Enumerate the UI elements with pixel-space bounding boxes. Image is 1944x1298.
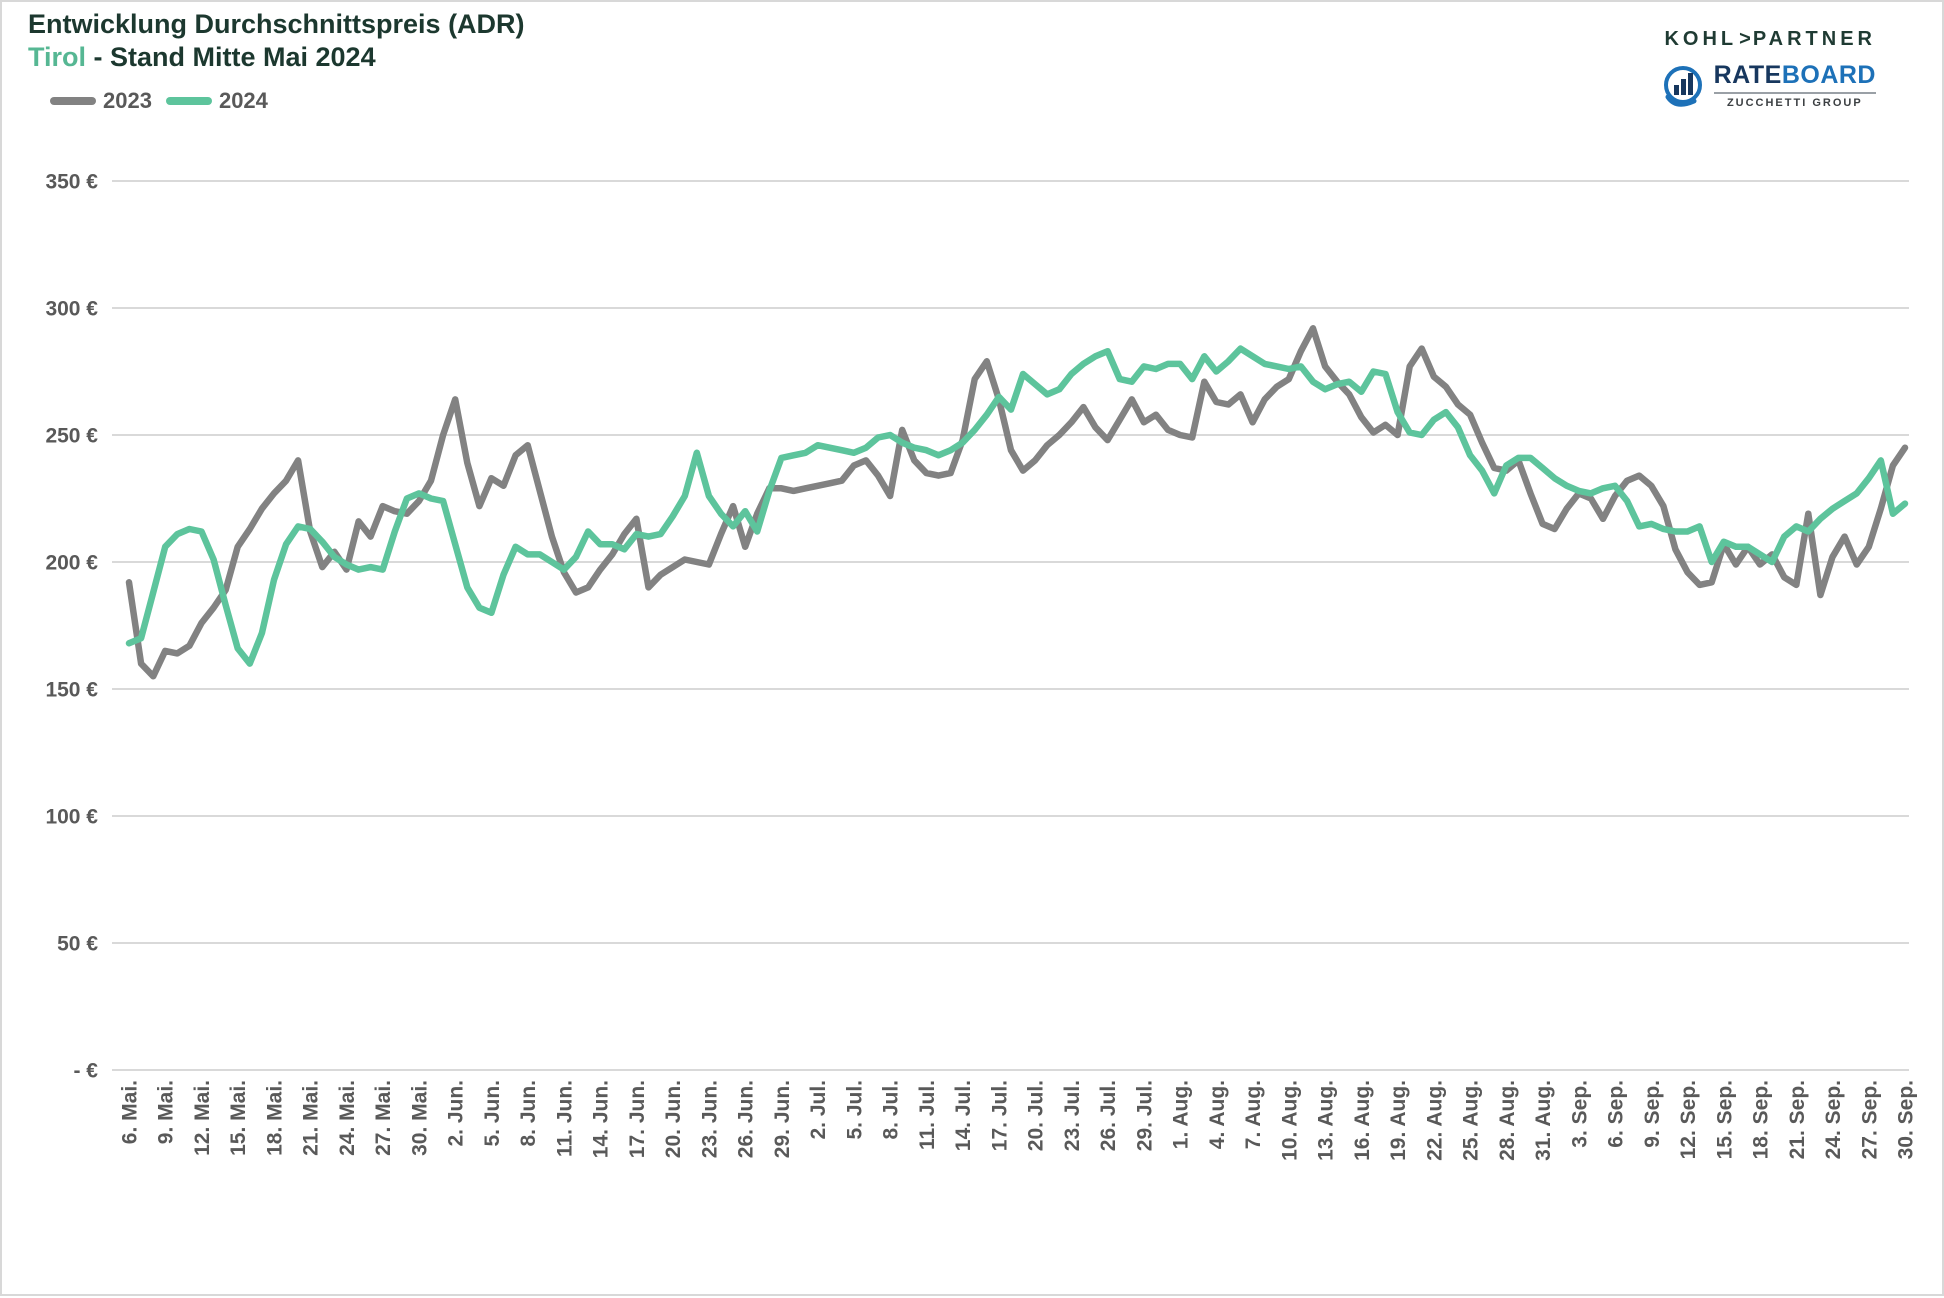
branding-block: KOHL > PARTNER RATEBOARD ZUCCHETTI GROUP xyxy=(1658,28,1876,111)
x-axis-label: 30. Mai. xyxy=(408,1080,431,1156)
series-line-2023 xyxy=(125,325,1909,680)
chart-legend: 2023 2024 xyxy=(50,88,268,114)
x-axis-label: 27. Sep. xyxy=(1858,1080,1881,1159)
x-axis-label: 18. Sep. xyxy=(1750,1080,1773,1159)
kohl-partner-logo: KOHL > PARTNER xyxy=(1658,28,1876,51)
x-axis-label: 13. Aug. xyxy=(1315,1080,1338,1161)
y-axis-label: 350 € xyxy=(45,171,98,194)
y-axis-label: 250 € xyxy=(45,425,98,448)
region-label: Tirol xyxy=(28,41,87,72)
legend-item-2023: 2023 xyxy=(50,88,152,114)
x-axis-label: 8. Jun. xyxy=(517,1080,540,1147)
y-axis-label: - € xyxy=(73,1060,98,1083)
x-axis-label: 27. Mai. xyxy=(372,1080,395,1156)
x-axis-label: 2. Jul. xyxy=(807,1080,830,1140)
x-axis-label: 21. Mai. xyxy=(300,1080,323,1156)
x-axis-label: 29. Jul. xyxy=(1133,1080,1156,1151)
title-block: Entwicklung Durchschnittspreis (ADR) Tir… xyxy=(28,8,525,74)
x-axis-label: 12. Mai. xyxy=(191,1080,214,1156)
x-axis-label: 24. Sep. xyxy=(1822,1080,1845,1159)
x-axis-label: 7. Aug. xyxy=(1242,1080,1265,1149)
x-axis-label: 14. Jul. xyxy=(952,1080,975,1151)
legend-label-2024: 2024 xyxy=(218,88,268,113)
x-axis-label: 20. Jun. xyxy=(662,1080,685,1158)
x-axis-label: 11. Jul. xyxy=(916,1080,939,1150)
x-axis-label: 19. Aug. xyxy=(1387,1080,1410,1161)
y-axis-label: 300 € xyxy=(45,298,98,321)
x-axis-label: 31. Aug. xyxy=(1532,1080,1555,1161)
partner-text: PARTNER xyxy=(1752,28,1876,50)
x-axis-label: 17. Jun. xyxy=(626,1080,649,1158)
board-text: BOARD xyxy=(1781,61,1876,89)
x-axis-label: 21. Sep. xyxy=(1786,1080,1809,1159)
y-axis-label: 200 € xyxy=(45,552,98,575)
legend-swatch-2023 xyxy=(50,97,96,105)
rateboard-bars-swirl-icon xyxy=(1663,66,1702,107)
x-axis-label: 22. Aug. xyxy=(1423,1080,1446,1161)
legend-swatch-2024 xyxy=(165,97,212,105)
x-axis-label: 17. Jul. xyxy=(988,1080,1011,1151)
x-axis-label: 3. Sep. xyxy=(1568,1080,1591,1148)
x-axis-label: 15. Mai. xyxy=(227,1080,250,1156)
x-axis-label: 30. Sep. xyxy=(1895,1080,1918,1159)
series-line-2024 xyxy=(125,345,1909,667)
x-axis-label: 5. Jun. xyxy=(481,1080,504,1147)
y-axis-label: 50 € xyxy=(57,933,98,956)
kohl-text: KOHL xyxy=(1664,28,1738,50)
zucchetti-group-label: ZUCCHETTI GROUP xyxy=(1713,92,1876,109)
x-axis-label: 23. Jul. xyxy=(1061,1080,1084,1151)
rateboard-text-block: RATEBOARD ZUCCHETTI GROUP xyxy=(1713,61,1876,109)
x-axis-label: 25. Aug. xyxy=(1460,1080,1483,1161)
x-axis-label: 4. Aug. xyxy=(1206,1080,1229,1149)
x-axis-label: 6. Sep. xyxy=(1605,1080,1628,1148)
legend-label-2023: 2023 xyxy=(103,88,152,113)
page-title: Entwicklung Durchschnittspreis (ADR) xyxy=(28,9,525,39)
rateboard-logo: RATEBOARD ZUCCHETTI GROUP xyxy=(1658,61,1876,111)
x-axis-label: 9. Mai. xyxy=(155,1080,178,1144)
x-axis-label: 14. Jun. xyxy=(590,1080,613,1158)
x-axis-label: 24. Mai. xyxy=(336,1080,359,1156)
x-axis-label: 26. Jun. xyxy=(735,1080,758,1158)
x-axis-label: 16. Aug. xyxy=(1351,1080,1374,1161)
x-axis-label: 8. Jul. xyxy=(880,1080,903,1140)
x-axis-label: 11. Jun. xyxy=(553,1080,576,1157)
kohl-partner-arrow-icon: > xyxy=(1739,28,1751,50)
x-axis-label: 26. Jul. xyxy=(1097,1080,1120,1151)
x-axis-label: 20. Jul. xyxy=(1025,1080,1048,1151)
x-axis-label: 18. Mai. xyxy=(263,1080,286,1156)
x-axis-label: 10. Aug. xyxy=(1278,1080,1301,1161)
x-axis-label: 15. Sep. xyxy=(1713,1080,1736,1159)
y-axis-label: 100 € xyxy=(45,806,98,829)
x-axis-label: 9. Sep. xyxy=(1641,1080,1664,1148)
x-axis-label: 12. Sep. xyxy=(1677,1080,1700,1159)
x-axis-label: 1. Aug. xyxy=(1170,1080,1193,1149)
x-axis-label: 2. Jun. xyxy=(445,1080,468,1147)
y-axis-label: 150 € xyxy=(45,679,98,702)
x-axis-label: 5. Jul. xyxy=(843,1080,866,1140)
x-axis-label: 28. Aug. xyxy=(1496,1080,1519,1161)
x-axis-label: 6. Mai. xyxy=(119,1080,142,1144)
x-axis-label: 29. Jun. xyxy=(771,1080,794,1158)
x-axis-label: 23. Jun. xyxy=(698,1080,721,1158)
rate-text: RATE xyxy=(1713,61,1782,89)
subtitle-rest: - Stand Mitte Mai 2024 xyxy=(86,41,376,72)
legend-item-2024: 2024 xyxy=(165,88,268,114)
page-subtitle: Tirol - Stand Mitte Mai 2024 xyxy=(28,41,525,74)
rateboard-wordmark: RATEBOARD xyxy=(1714,61,1876,89)
